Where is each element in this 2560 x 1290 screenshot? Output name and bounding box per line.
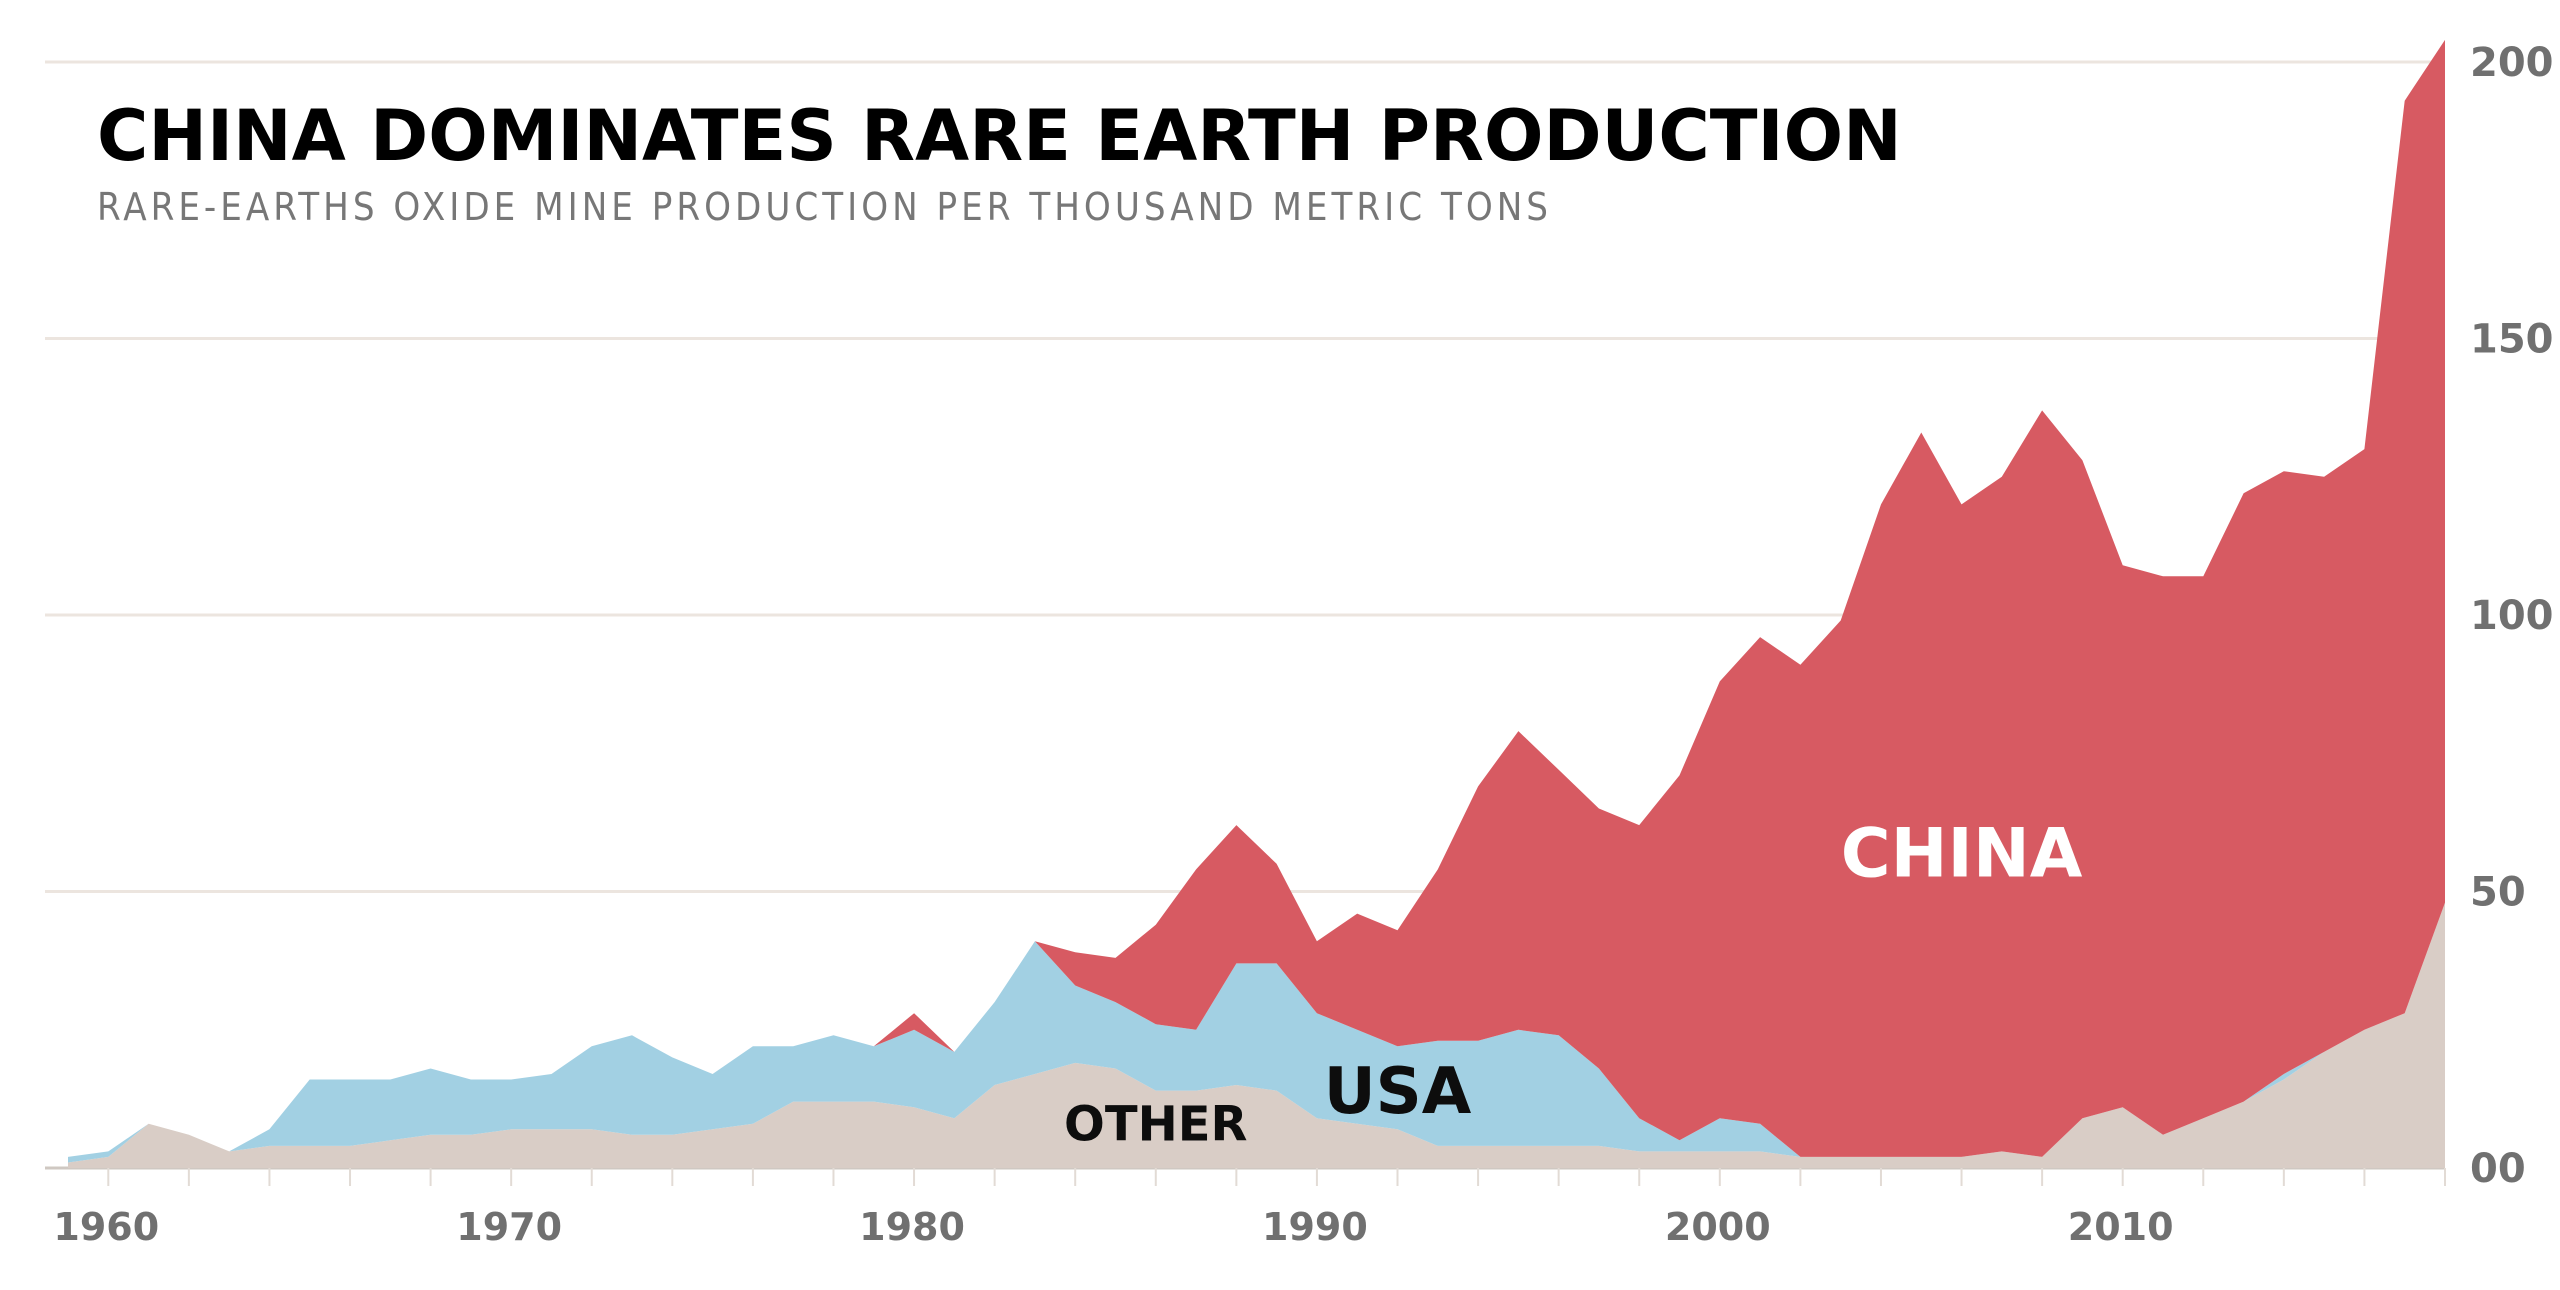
y-tick-label-100: 100 xyxy=(2470,593,2554,639)
y-tick-label-200: 200 xyxy=(2470,40,2554,86)
y-tick-label-0: 00 xyxy=(2470,1146,2526,1192)
x-tick-label-1990: 1990 xyxy=(1262,1205,1368,1249)
label-other: OTHER xyxy=(1064,1097,1247,1153)
area-usa xyxy=(68,902,2445,1163)
x-tick-label-1980: 1980 xyxy=(859,1205,965,1249)
x-tick-label-2000: 2000 xyxy=(1665,1205,1771,1249)
x-tick-label-1960: 1960 xyxy=(53,1205,159,1249)
x-tick-label-1970: 1970 xyxy=(456,1205,562,1249)
y-tick-label-150: 150 xyxy=(2470,317,2554,363)
label-usa: USA xyxy=(1324,1055,1472,1129)
y-axis: 00 50 100 150 200 xyxy=(2470,40,2554,1192)
chart-title: CHINA DOMINATES RARE EARTH PRODUCTION xyxy=(97,95,1902,177)
x-tick-label-2010: 2010 xyxy=(2068,1205,2174,1249)
series-labels: CHINA USA OTHER xyxy=(1064,815,2083,1153)
y-tick-label-50: 50 xyxy=(2470,870,2526,916)
label-china: CHINA xyxy=(1841,815,2083,894)
chart-subtitle: RARE-EARTHS OXIDE MINE PRODUCTION PER TH… xyxy=(97,185,1552,229)
x-axis: 1960 1970 1980 1990 2000 2010 xyxy=(53,1168,2446,1249)
area-china xyxy=(68,39,2445,1157)
stacked-areas xyxy=(68,39,2445,1168)
area-other xyxy=(68,902,2445,1168)
